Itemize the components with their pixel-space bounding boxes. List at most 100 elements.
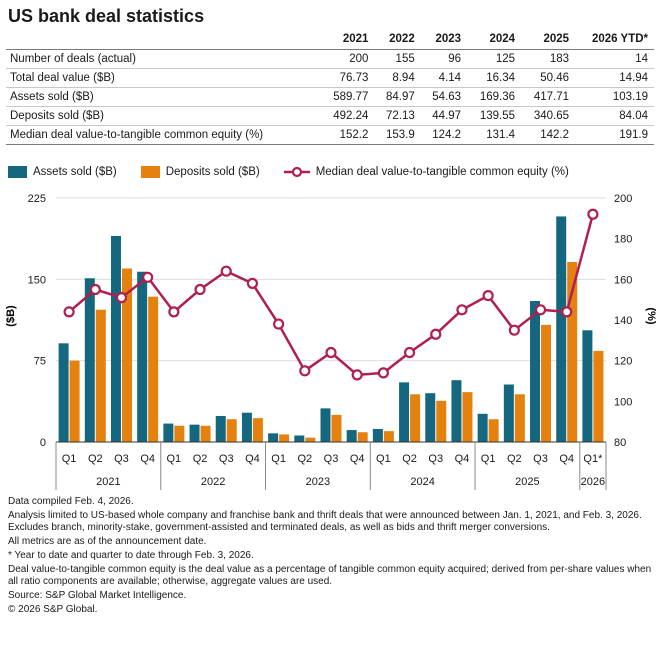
median-point [587,208,599,220]
bar-assets [477,413,488,442]
bar-assets [137,271,148,442]
table-cell: 50.46 [521,68,576,88]
x-tick-label-quarter: Q4 [559,453,574,465]
median-point [508,324,520,336]
note-ytd: * Year to date and quarter to date throu… [8,550,254,561]
col-2026-ytd: 2026 YTD* [575,29,654,50]
bar-deposits [541,324,552,442]
table-cell: 340.65 [521,106,576,126]
table-row: Deposits sold ($B) 492.24 72.13 44.97 13… [6,106,654,126]
x-group-label-year: 2025 [515,476,539,488]
x-tick-label-quarter: Q3 [533,453,548,465]
x-group-label-year: 2023 [306,476,330,488]
row-label: Median deal value-to-tangible common equ… [6,125,321,145]
bar-assets [556,216,567,442]
deal-stats-table: 2021 2022 2023 2024 2025 2026 YTD* Numbe… [6,29,654,145]
legend-swatch-deposits [140,166,160,178]
median-point [220,265,232,277]
bar-deposits [252,418,263,442]
combo-chart: 0 75 150 225 80 100 120 140 160 180 200 Q1 Q2 Q3 Q4 Q1 Q… [5,193,657,490]
bar-deposits [95,309,106,442]
chart-notes: Data compiled Feb. 4, 2026. Analysis lim… [8,496,656,618]
x-tick-label-quarter: Q1 [167,453,182,465]
median-point [63,306,75,318]
bar-assets [451,380,462,442]
bar-assets [530,301,541,442]
bar-assets [268,433,279,442]
y-tick-label-right: 200 [614,193,632,205]
table-row: Number of deals (actual) 200 155 96 125 … [6,49,654,69]
median-point [115,292,128,304]
x-tick-label-quarter: Q1 [481,453,496,465]
note-compiled: Data compiled Feb. 4, 2026. [8,496,134,507]
table-cell: 153.9 [374,125,421,145]
table-cell: 125 [467,49,522,69]
x-tick-label-quarter: Q1 [62,453,77,465]
bar-deposits [121,268,132,442]
note-definition: Deal value-to-tangible common equity is … [8,564,652,587]
note-metrics: All metrics are as of the announcement d… [8,536,207,547]
legend-item-deposits: Deposits sold ($B) [140,166,260,178]
bar-assets [84,278,95,442]
x-group-label-year: 2026 [581,476,605,488]
table-cell: 14 [575,49,654,69]
table-cell: 72.13 [374,106,421,126]
bar-deposits [593,350,604,442]
legend-label-assets: Assets sold ($B) [33,166,117,178]
legend-swatch-assets [8,166,27,178]
row-label: Deposits sold ($B) [6,106,321,126]
legend-swatch-median [283,166,310,178]
table-cell: 84.97 [374,87,421,107]
bar-assets [425,393,436,442]
table-cell: 131.4 [467,125,522,145]
bar-deposits [488,419,499,442]
row-label: Total deal value ($B) [6,68,321,88]
bar-assets [110,235,121,442]
row-label: Assets sold ($B) [6,87,321,107]
bar-assets [163,423,174,442]
bar-deposits [462,392,473,442]
table-cell: 76.73 [320,68,375,88]
table-cell: 84.04 [575,106,654,126]
bar-assets [294,435,305,442]
bar-deposits [305,437,316,442]
bar-deposits [148,296,159,442]
y-tick-label-right: 140 [614,315,632,327]
bar-assets [241,412,252,442]
bar-assets [582,330,593,442]
median-point [482,289,494,302]
table-cell: 103.19 [575,87,654,107]
col-2025: 2025 [521,29,576,50]
x-tick-label-quarter: Q3 [428,453,443,465]
legend-label-median: Median deal value-to-tangible common equ… [315,166,569,178]
x-tick-label-quarter: Q2 [402,453,417,465]
bar-deposits [331,414,342,442]
y-tick-label-left: 0 [40,437,46,449]
table-cell: 44.97 [420,106,468,126]
x-tick-label-quarter: Q3 [219,453,234,465]
page-title: US bank deal statistics [8,6,205,26]
legend-item-median: Median deal value-to-tangible common equ… [283,166,569,178]
table-cell: 4.14 [420,68,468,88]
table-cell: 142.2 [521,125,576,145]
x-group-label-year: 2024 [410,476,434,488]
table-cell: 152.2 [320,125,375,145]
col-2023: 2023 [420,29,468,50]
table-cell: 139.55 [467,106,522,126]
bar-assets [372,428,383,442]
median-point [194,283,206,296]
median-point [89,283,101,296]
x-tick-label-quarter: Q3 [114,453,129,465]
y-tick-label-right: 80 [614,437,626,449]
table-cell: 492.24 [320,106,375,126]
table-row: Median deal value-to-tangible common equ… [6,125,654,145]
x-tick-label-quarter: Q1 [376,453,391,465]
bar-deposits [69,360,80,442]
col-2021: 2021 [320,29,375,50]
x-tick-label-quarter: Q2 [88,453,103,465]
bar-assets [346,430,357,442]
table-cell: 155 [374,49,421,69]
x-tick-label-quarter: Q2 [193,453,208,465]
y-tick-label-left: 225 [28,193,46,205]
table-cell: 183 [521,49,576,69]
